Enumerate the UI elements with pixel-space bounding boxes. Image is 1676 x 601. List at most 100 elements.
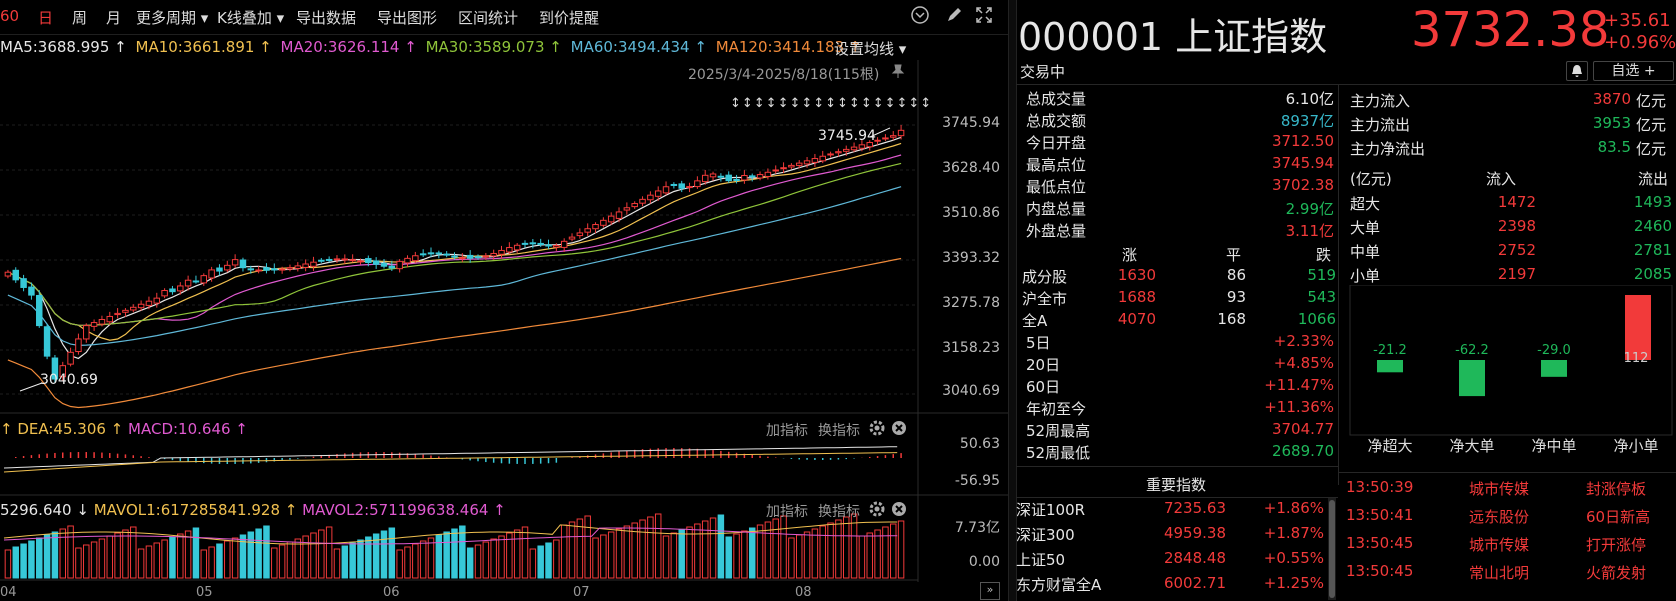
- scrollbar[interactable]: [1328, 498, 1336, 600]
- candle-body: [357, 260, 364, 263]
- perf-value: +2.33%: [1273, 332, 1334, 350]
- chevron-down-icon[interactable]: [910, 5, 930, 29]
- volume-bar: [647, 516, 654, 579]
- kline-overlay-dropdown[interactable]: K线叠加 ▾: [217, 9, 285, 27]
- ticker-stock[interactable]: 城市传媒: [1469, 480, 1530, 498]
- mavol1-value: MAVOL1:617285841.928 ↑: [93, 501, 298, 519]
- perf-label: 52周最高: [1026, 422, 1091, 440]
- ma5-value: MA5:3688.995 ↑: [0, 38, 127, 56]
- candle-body: [631, 203, 638, 208]
- index-name[interactable]: 深证300: [1016, 526, 1075, 544]
- perf-label: 年初至今: [1026, 400, 1087, 418]
- volume-bar: [247, 531, 255, 579]
- close-icon[interactable]: [890, 500, 908, 522]
- index-name[interactable]: 东方财富全A: [1016, 576, 1102, 594]
- volume-bar: [811, 528, 819, 579]
- flow-label: 主力净流出: [1350, 140, 1426, 158]
- volume-bar: [137, 548, 145, 579]
- pin-icon[interactable]: [890, 63, 906, 83]
- fullscreen-icon[interactable]: [974, 5, 994, 29]
- more-periods-dropdown[interactable]: 更多周期 ▾: [136, 9, 209, 27]
- flow-out: 2085: [1633, 265, 1672, 283]
- volume-bar: [20, 543, 27, 579]
- macd-add-indicator[interactable]: 加指标: [766, 423, 808, 439]
- ma60-value: MA60:3494.434 ↑: [570, 38, 707, 56]
- volume-bar: [897, 520, 905, 579]
- candle-body: [890, 135, 897, 138]
- candle-body: [184, 279, 192, 287]
- volume-bar: [748, 527, 756, 579]
- close-icon[interactable]: [890, 419, 908, 441]
- ticker-stock[interactable]: 常山北明: [1469, 564, 1530, 582]
- volume-bar: [850, 513, 858, 579]
- draw-pen-icon[interactable]: [944, 5, 964, 29]
- ma-legend: MA5:3688.995 ↑ MA10:3661.891 ↑ MA20:3626…: [0, 38, 920, 60]
- volume-bar: [686, 526, 693, 579]
- index-name[interactable]: 上证50: [1016, 551, 1066, 569]
- net-flow-value: -62.2: [1455, 343, 1489, 358]
- export-data-button[interactable]: 导出数据: [296, 9, 357, 27]
- volume-bar: [43, 534, 51, 579]
- period-month[interactable]: 月: [106, 9, 122, 27]
- bell-icon[interactable]: [1566, 61, 1588, 81]
- candle-body: [341, 258, 349, 261]
- candle-body: [161, 290, 168, 297]
- volume-bar: [474, 544, 482, 579]
- ticker-stock[interactable]: 远东股份: [1469, 508, 1530, 526]
- macd-switch-indicator[interactable]: 换指标: [818, 423, 860, 439]
- period-day[interactable]: 日: [38, 9, 54, 27]
- volume-bar: [600, 534, 607, 579]
- add-to-watchlist-button[interactable]: 自选 +: [1593, 61, 1674, 81]
- volume-bar: [106, 535, 114, 579]
- ma-line-30: [7, 162, 902, 326]
- stat-label: 总成交量: [1026, 90, 1087, 108]
- candle-body: [897, 129, 905, 137]
- gear-icon[interactable]: [868, 419, 886, 441]
- candle-body: [694, 180, 701, 188]
- volume-bar: [694, 523, 701, 579]
- candle-body: [795, 162, 803, 166]
- trading-status: 交易中: [1020, 63, 1066, 81]
- volume-bar: [12, 546, 19, 579]
- panel-divider[interactable]: [1008, 0, 1017, 601]
- range-stats-button[interactable]: 区间统计: [458, 9, 519, 27]
- volume-bar: [83, 544, 90, 579]
- volume-bar: [882, 526, 889, 579]
- period-60min[interactable]: 60: [0, 7, 20, 25]
- volume-bar: [592, 537, 599, 579]
- breadth-header: 跌: [1316, 246, 1332, 264]
- candle-body: [513, 244, 521, 251]
- index-name[interactable]: 深证100R: [1016, 501, 1086, 519]
- flow-row-label: 中单: [1350, 243, 1381, 261]
- ticker-stock[interactable]: 城市传媒: [1469, 536, 1530, 554]
- vol-switch-indicator[interactable]: 换指标: [818, 504, 860, 520]
- breadth-down: 1066: [1297, 310, 1336, 328]
- candle-body: [466, 254, 474, 259]
- flow-table-header: (亿元): [1350, 170, 1392, 188]
- breadth-up: 4070: [1117, 310, 1156, 328]
- price-tick: 3510.86: [942, 205, 1000, 221]
- net-flow-value: -21.2: [1373, 343, 1407, 358]
- ma-line-5: [7, 136, 902, 360]
- price-alert-button[interactable]: 到价提醒: [539, 9, 600, 27]
- candle-body: [529, 242, 537, 245]
- high-marker: 3745.94: [818, 128, 876, 144]
- volume-bar: [325, 526, 333, 579]
- period-week[interactable]: 周: [72, 9, 88, 27]
- candle-body: [36, 294, 43, 327]
- volume-bar: [678, 529, 685, 579]
- scroll-right-button[interactable]: »: [980, 582, 1000, 600]
- net-flow-label: 净超大: [1367, 437, 1412, 455]
- export-graph-button[interactable]: 导出图形: [377, 9, 438, 27]
- candle-body: [451, 255, 458, 258]
- vol-add-indicator[interactable]: 加指标: [766, 504, 808, 520]
- candle-body: [380, 263, 388, 267]
- ma-settings-dropdown[interactable]: 设置均线 ▾: [834, 40, 907, 58]
- gear-icon[interactable]: [868, 500, 886, 522]
- kline-chart[interactable]: [0, 0, 1008, 601]
- volume-bar: [349, 542, 356, 579]
- volume-bar: [827, 522, 834, 579]
- month-label: 05: [196, 585, 213, 600]
- volume-bar: [302, 535, 309, 579]
- volume-bar: [576, 518, 584, 579]
